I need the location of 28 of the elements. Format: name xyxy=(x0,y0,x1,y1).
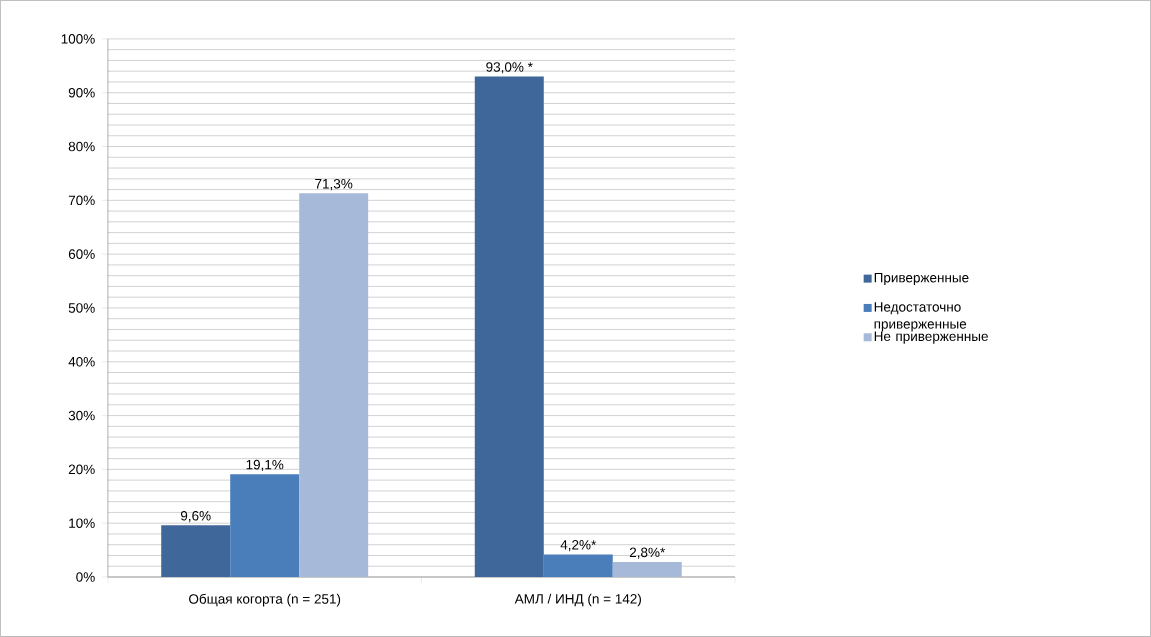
bar xyxy=(612,561,682,578)
data-label: 93,0% * xyxy=(486,62,533,74)
legend-label: Не приверженные xyxy=(874,331,988,344)
data-label: 4,2%* xyxy=(560,540,597,552)
y-tick-label: 90% xyxy=(68,87,95,98)
bar xyxy=(543,554,613,578)
bar xyxy=(161,525,231,578)
data-label: 9,6% xyxy=(180,511,211,523)
legend-label: Приверженные xyxy=(874,273,969,286)
data-label: 19,1% xyxy=(246,459,284,472)
bar xyxy=(230,474,300,578)
y-tick-label: 20% xyxy=(68,464,95,475)
y-tick-label: 80% xyxy=(68,141,95,152)
bar xyxy=(299,193,369,578)
data-label: 71,3% xyxy=(315,179,353,191)
legend-label: Недостаточно приверженные xyxy=(874,302,967,332)
y-tick-label: 30% xyxy=(68,410,95,421)
y-tick-label: 10% xyxy=(69,518,95,529)
data-label: 2,8%* xyxy=(629,547,666,559)
y-tick-label: 40% xyxy=(68,357,95,367)
y-tick-label: 0% xyxy=(76,572,95,582)
x-tick-label: АМЛ / ИНД (n = 142) xyxy=(514,593,641,607)
y-tick-label: 60% xyxy=(68,249,95,259)
x-tick-label: Общая когорта (n = 251) xyxy=(189,593,341,607)
y-tick-label: 50% xyxy=(68,303,95,313)
bar xyxy=(474,76,544,578)
y-tick-label: 70% xyxy=(68,195,95,206)
y-tick-label: 100% xyxy=(61,34,95,44)
